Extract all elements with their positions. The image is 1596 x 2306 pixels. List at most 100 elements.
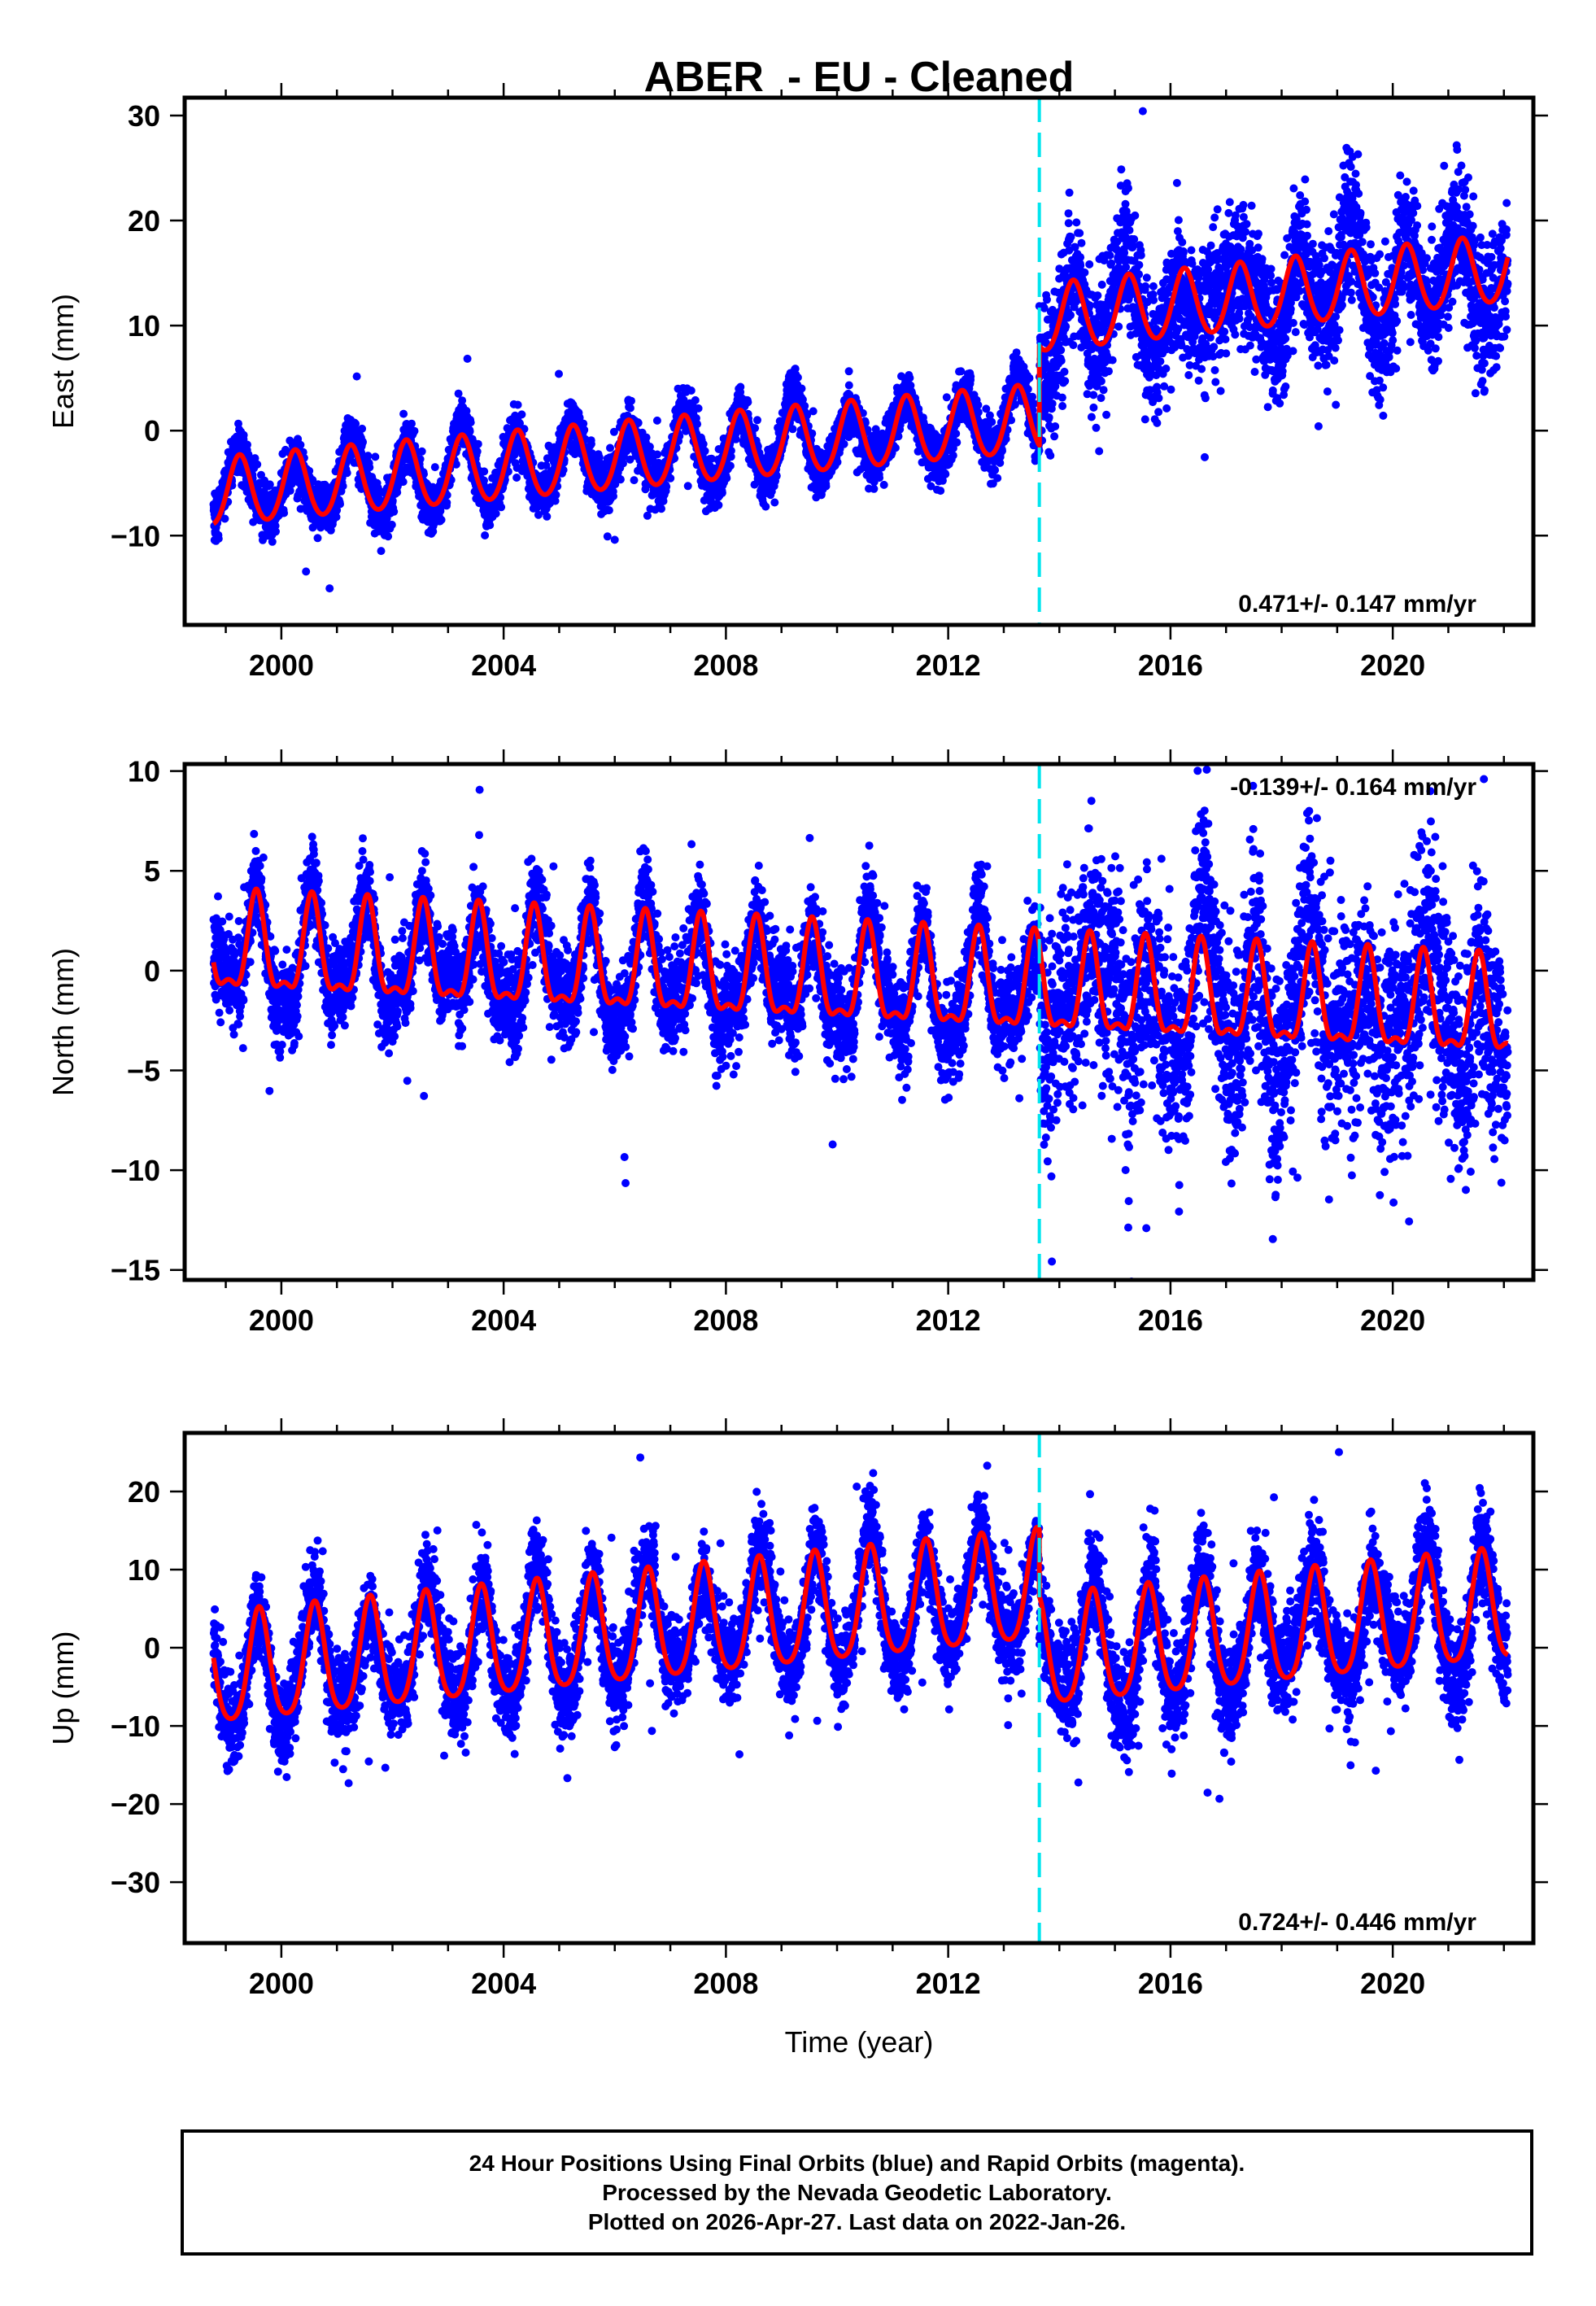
data-point — [616, 475, 625, 484]
data-point — [473, 439, 482, 448]
data-point — [731, 435, 740, 443]
data-point — [268, 537, 277, 546]
data-point — [358, 424, 367, 433]
data-point — [371, 452, 380, 461]
data-point — [220, 514, 229, 523]
data-point — [342, 469, 351, 478]
data-point — [308, 475, 317, 484]
data-point — [604, 506, 613, 515]
data-point — [244, 450, 253, 459]
data-point — [552, 491, 560, 500]
data-point — [243, 440, 251, 449]
data-point — [377, 547, 386, 556]
data-point — [497, 503, 506, 512]
data-point — [839, 439, 848, 448]
data-point — [1048, 400, 1057, 408]
data-point — [364, 452, 373, 461]
data-point — [399, 409, 408, 418]
data-point — [666, 474, 675, 483]
data-point — [214, 535, 223, 543]
data-point — [338, 482, 347, 491]
data-point — [313, 534, 322, 543]
data-point — [454, 389, 463, 398]
data-point — [410, 426, 419, 435]
data-point — [486, 521, 495, 530]
data-point — [365, 463, 374, 472]
data-point — [770, 498, 779, 507]
data-point — [239, 430, 248, 439]
data-point — [879, 480, 888, 489]
data-point — [1043, 295, 1051, 304]
data-point — [993, 474, 1002, 483]
data-point — [691, 395, 700, 404]
data-point — [603, 532, 612, 541]
data-point — [875, 474, 884, 483]
data-point — [694, 404, 703, 413]
data-point — [517, 410, 526, 419]
data-point — [683, 482, 692, 491]
data-point — [512, 474, 521, 482]
data-point — [630, 476, 639, 485]
data-point — [1050, 432, 1059, 441]
data-point — [609, 491, 617, 500]
data-point — [714, 500, 723, 509]
data-point — [610, 535, 619, 544]
data-point — [736, 382, 745, 391]
data-point — [430, 463, 439, 472]
data-point — [352, 372, 361, 381]
data-point — [942, 393, 951, 402]
data-point — [797, 384, 806, 393]
data-point — [974, 408, 983, 417]
data-point — [809, 407, 818, 416]
data-point — [513, 400, 522, 409]
data-point — [1025, 373, 1034, 382]
data-point — [844, 367, 853, 376]
data-point — [957, 367, 966, 376]
data-point — [286, 487, 294, 496]
data-point — [936, 487, 945, 496]
data-point — [717, 488, 726, 497]
data-point — [336, 500, 344, 509]
data-point — [905, 373, 914, 382]
data-point — [822, 482, 831, 491]
data-point — [543, 512, 552, 521]
data-point — [1046, 451, 1055, 460]
data-point — [988, 417, 996, 426]
data-point — [870, 484, 879, 493]
data-point — [743, 398, 752, 407]
data-point — [788, 425, 797, 434]
data-point — [417, 447, 426, 456]
data-point — [463, 354, 472, 363]
data-point — [466, 418, 475, 427]
data-point — [390, 507, 399, 516]
data-point — [726, 461, 735, 470]
data-point — [642, 433, 651, 442]
data-point — [693, 420, 702, 429]
data-point — [265, 480, 274, 489]
data-point — [626, 404, 634, 413]
data-point — [1028, 392, 1037, 401]
data-point — [271, 522, 280, 531]
data-point — [952, 429, 961, 438]
data-point — [751, 424, 760, 433]
data-point — [687, 387, 696, 395]
data-point — [384, 532, 393, 541]
data-point — [753, 416, 761, 425]
data-point — [302, 567, 311, 576]
data-point — [280, 509, 289, 518]
data-point — [953, 438, 962, 447]
data-point — [974, 400, 983, 409]
data-point — [437, 515, 446, 524]
data-point — [844, 381, 853, 390]
data-point — [555, 369, 563, 378]
data-point — [580, 426, 589, 435]
data-point — [662, 483, 671, 491]
data-point — [253, 460, 262, 469]
data-point — [761, 502, 770, 511]
data-point — [991, 465, 1000, 474]
data-point — [700, 447, 709, 456]
data-point — [481, 531, 490, 539]
data-point — [399, 478, 408, 487]
data-point — [941, 469, 950, 478]
